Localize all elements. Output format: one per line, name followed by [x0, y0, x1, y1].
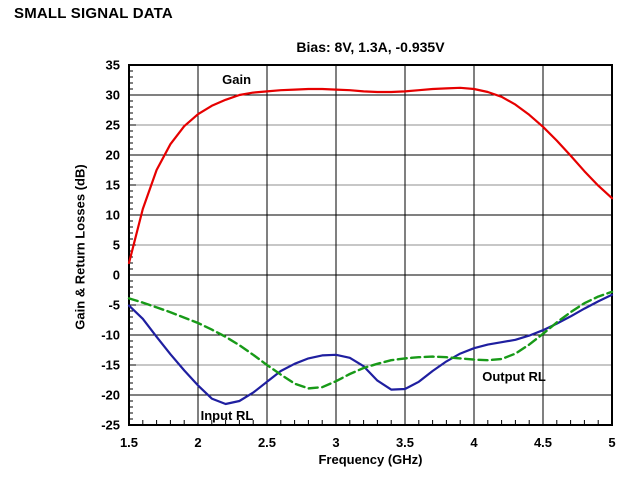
y-axis-title: Gain & Return Losses (dB) [72, 164, 88, 330]
curve-output-rl [127, 290, 614, 390]
curve-input-rl [127, 293, 614, 406]
curve-label-output-rl: Output RL [482, 369, 546, 384]
y-tick-label: 20 [106, 148, 120, 163]
y-tick-label: -10 [101, 328, 120, 343]
y-tick-label: -25 [101, 418, 120, 433]
y-tick-label: 5 [113, 238, 120, 253]
x-tick-label: 2.5 [258, 435, 276, 450]
y-tick-label: 15 [106, 178, 120, 193]
y-tick-label: 0 [113, 268, 120, 283]
y-tick-label: 10 [106, 208, 120, 223]
plot-frame [128, 64, 613, 426]
curve-label-input-rl: Input RL [201, 408, 254, 423]
y-tick-label: 30 [106, 88, 120, 103]
y-tick-label: 35 [106, 58, 120, 73]
y-tick-label: -15 [101, 358, 120, 373]
page-title: SMALL SIGNAL DATA [14, 5, 173, 22]
y-tick-label: -20 [101, 388, 120, 403]
x-axis-title: Frequency (GHz) [318, 452, 423, 467]
y-tick-label: -5 [108, 298, 120, 313]
x-tick-label: 5 [608, 435, 615, 450]
curve-gain [127, 86, 614, 265]
curve-label-gain: Gain [222, 72, 251, 87]
x-tick-label: 4 [470, 435, 478, 450]
x-tick-label: 2 [194, 435, 201, 450]
x-tick-label: 4.5 [534, 435, 552, 450]
y-tick-label: 25 [106, 118, 120, 133]
x-tick-label: 3.5 [396, 435, 414, 450]
chart-title: Bias: 8V, 1.3A, -0.935V [296, 39, 445, 55]
x-tick-label: 3 [332, 435, 339, 450]
x-tick-label: 1.5 [120, 435, 138, 450]
